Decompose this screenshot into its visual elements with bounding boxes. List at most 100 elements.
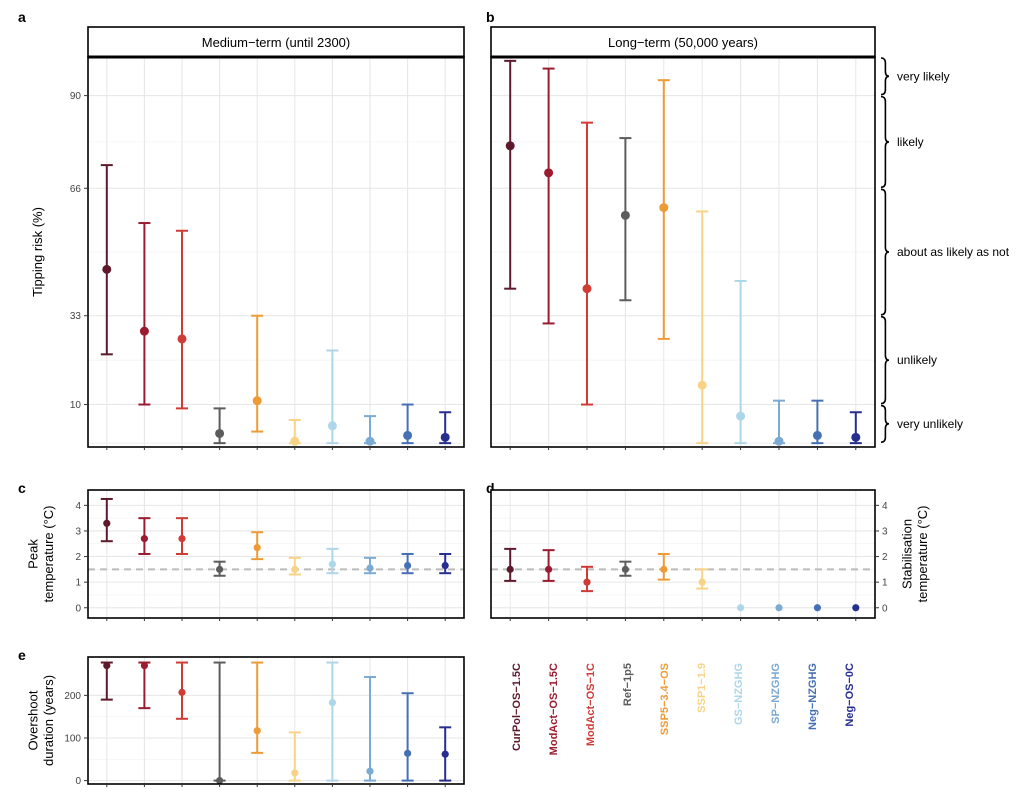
errorbar-a-1 <box>138 222 151 406</box>
median-point <box>659 203 669 213</box>
y-axis-c: 0 1 2 3 4 <box>75 501 88 614</box>
axis-title-line-2: duration (years) <box>41 675 56 766</box>
median-point <box>253 544 261 552</box>
data-marks-a <box>100 164 452 446</box>
median-point <box>582 284 592 294</box>
likelihood-brackets: very likely likely about as likely as not u… <box>880 57 1010 443</box>
strip-box-b <box>490 26 876 58</box>
axis-title-line-1: Overshoot <box>25 690 40 750</box>
errorbar-e-4 <box>251 661 264 754</box>
errorbar-d-2 <box>581 565 593 593</box>
median-point <box>328 699 336 707</box>
y-axis-title-c: Peaktemperature (°C) <box>25 506 56 603</box>
errorbar-c-0 <box>100 497 113 543</box>
y-tick-label: 200 <box>64 691 81 702</box>
errorbar-b-8 <box>811 399 824 445</box>
errorbar-c-1 <box>138 517 151 555</box>
errorbar-e-8 <box>401 692 414 782</box>
y-tick-label: 33 <box>70 311 82 322</box>
data-marks-c <box>100 497 452 577</box>
errorbar-d-8 <box>813 604 822 612</box>
curly-bracket <box>880 404 890 443</box>
median-point <box>102 264 112 274</box>
median-point <box>290 436 300 446</box>
y-tick-label: 90 <box>70 91 82 102</box>
y-axis-d: 0 1 2 3 4 <box>875 501 888 614</box>
y-tick-label: 0 <box>882 603 888 614</box>
panel-d-letter: d <box>486 480 495 496</box>
errorbar-c-8 <box>401 553 414 575</box>
legend-label-2: ModAct−OS−1C <box>585 663 597 746</box>
median-point <box>660 565 668 573</box>
errorbar-e-2 <box>176 661 188 720</box>
errorbar-a-2 <box>176 229 188 410</box>
errorbar-a-9 <box>439 411 452 445</box>
legend-label-0: CurPol−OS−1.5C <box>511 663 523 751</box>
errorbar-b-1 <box>542 67 555 325</box>
errorbar-d-1 <box>542 549 555 582</box>
y-tick-label: 0 <box>75 603 81 614</box>
median-point <box>774 436 784 446</box>
errorbar-a-0 <box>100 164 113 356</box>
data-marks-e <box>100 661 452 785</box>
likelihood-band-0: very likely <box>880 57 950 96</box>
strip-title-a: Medium−term (until 2300) <box>202 35 350 50</box>
median-point <box>506 565 514 573</box>
y-tick-label: 1 <box>75 578 81 589</box>
y-axis-e: 0 100 200 <box>64 691 88 787</box>
legend-label-9: Neg−OS−0C <box>844 663 856 727</box>
errorbar-d-3 <box>619 560 632 577</box>
curly-bracket <box>880 95 890 189</box>
axis-title-line-1: Peak <box>25 539 40 569</box>
median-point <box>252 396 262 406</box>
errorbar-e-6 <box>326 661 339 782</box>
y-tick-label: 66 <box>70 184 82 195</box>
panel-e-letter: e <box>18 647 26 663</box>
legend-label-3: Ref−1p5 <box>622 663 634 706</box>
errorbar-b-3 <box>619 137 632 302</box>
median-point <box>253 727 261 735</box>
y-axis-a: 10 33 66 90 <box>70 91 88 411</box>
y-axis-title-d: Stabilisationtemperature (°C) <box>899 506 930 603</box>
errorbar-d-9 <box>852 604 860 612</box>
band-label: unlikely <box>897 353 937 367</box>
median-point <box>366 564 374 572</box>
errorbar-e-0 <box>100 661 113 701</box>
errorbar-c-4 <box>251 531 264 561</box>
errorbar-a-6 <box>326 349 339 445</box>
panel-a-letter: a <box>18 9 26 25</box>
panel-e: 0 100 200 Overshootduration (years) <box>25 656 465 787</box>
errorbar-d-7 <box>775 604 783 612</box>
panel-border-d <box>490 489 876 619</box>
legend-label-6: GS−NZGHG <box>733 663 745 725</box>
median-point <box>404 749 412 757</box>
y-tick-label: 4 <box>882 501 888 512</box>
median-point <box>178 688 186 696</box>
axis-title-line-1: Stabilisation <box>899 519 914 589</box>
median-point <box>505 141 515 151</box>
errorbar-e-1 <box>138 661 151 710</box>
median-point <box>177 334 187 344</box>
median-point <box>737 604 745 612</box>
curly-bracket <box>880 57 890 96</box>
axis-title-line-2: temperature (°C) <box>41 506 56 603</box>
legend-label-4: SSP5−3.4−OS <box>659 663 671 735</box>
errorbar-a-7 <box>364 415 376 446</box>
band-label: likely <box>897 135 924 149</box>
panel-border-c <box>87 489 465 619</box>
errorbar-e-9 <box>439 726 452 782</box>
legend-label-7: SP−NZGHG <box>770 663 782 724</box>
median-point <box>216 565 224 573</box>
y-tick-label: 4 <box>75 501 81 512</box>
median-point <box>365 436 375 446</box>
y-tick-label: 100 <box>64 733 81 744</box>
panel-b: Long−term (50,000 years) <box>490 26 876 450</box>
band-label: about as likely as not <box>897 245 1010 259</box>
plot-area-d <box>491 490 875 618</box>
errorbar-c-7 <box>364 556 376 575</box>
median-point <box>366 767 374 775</box>
median-point <box>291 565 299 573</box>
median-point <box>736 411 746 421</box>
errorbar-d-0 <box>504 547 517 582</box>
median-point <box>403 430 413 440</box>
